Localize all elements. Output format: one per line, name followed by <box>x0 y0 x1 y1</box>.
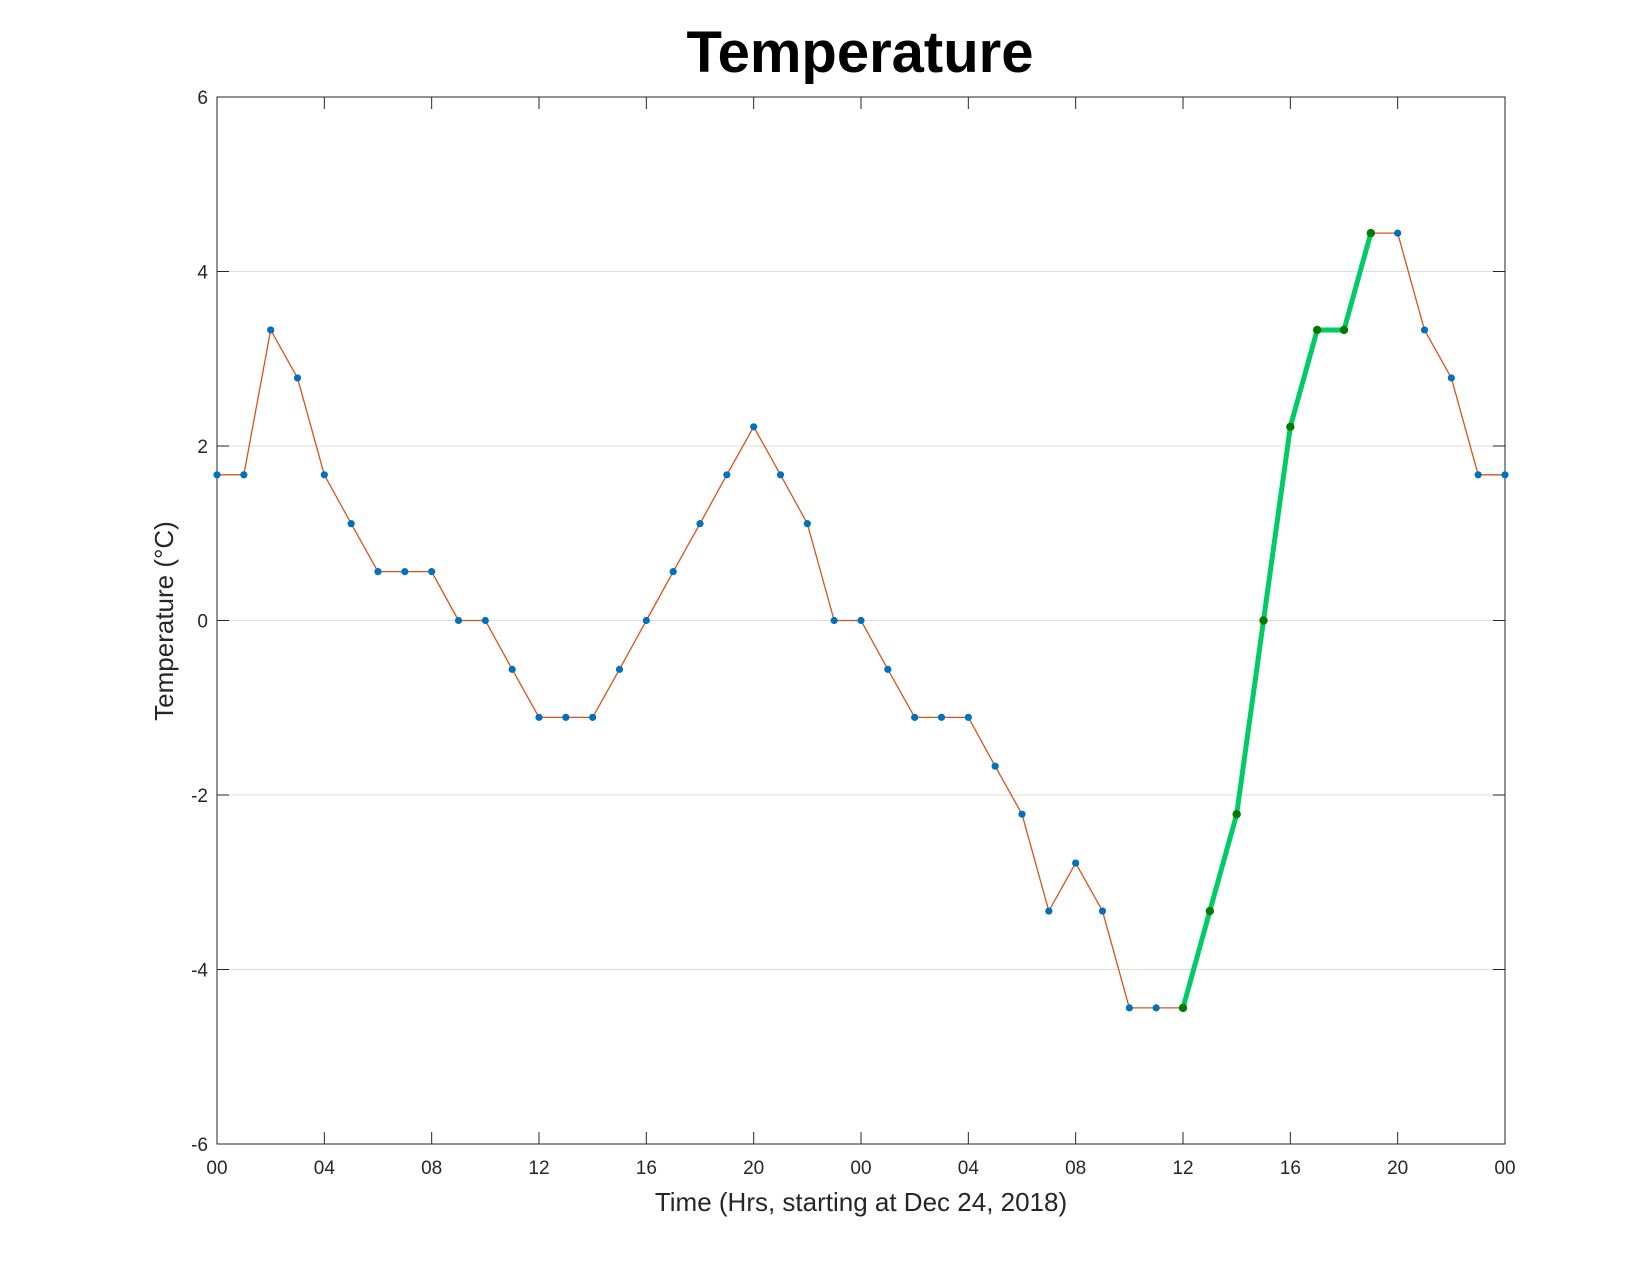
data-point <box>964 713 972 721</box>
data-point <box>562 713 570 721</box>
y-tick-label: 2 <box>197 437 208 458</box>
series-2 <box>1178 228 1376 1013</box>
data-point <box>1447 374 1455 382</box>
data-point <box>320 471 328 479</box>
data-point <box>884 665 892 673</box>
data-point <box>1232 809 1241 819</box>
data-point <box>1152 1004 1160 1012</box>
data-point <box>857 616 865 625</box>
x-tick-label: 00 <box>850 1158 871 1179</box>
y-tick-label: 6 <box>197 88 208 109</box>
data-point <box>1259 616 1268 625</box>
x-tick-label: 04 <box>314 1158 336 1179</box>
data-point <box>1394 229 1402 237</box>
x-tick-label: 20 <box>1387 1158 1408 1179</box>
data-point <box>1018 810 1026 818</box>
x-tick-label: 00 <box>206 1158 227 1179</box>
data-point <box>723 471 731 479</box>
data-point <box>991 762 999 770</box>
series-2-line <box>1180 230 1374 1011</box>
data-point <box>428 568 436 576</box>
data-point <box>454 616 463 625</box>
y-tick-label: -6 <box>191 1135 208 1156</box>
data-point <box>1098 907 1107 915</box>
data-point <box>696 520 704 528</box>
data-point <box>1045 907 1053 915</box>
x-axis-label: Time (Hrs, starting at Dec 24, 2018) <box>655 1187 1067 1217</box>
data-point <box>267 326 275 334</box>
x-tick-label: 16 <box>1280 1158 1301 1179</box>
y-tick-label: 4 <box>197 263 208 284</box>
data-point <box>481 616 489 625</box>
data-point <box>1178 1003 1188 1013</box>
data-point <box>347 520 355 528</box>
chart-title: Temperature <box>686 20 1033 85</box>
x-tick-label: 08 <box>1065 1158 1086 1179</box>
data-point <box>1420 326 1429 334</box>
plot-series <box>213 228 1509 1013</box>
data-point <box>240 471 248 479</box>
y-tick-label: -2 <box>191 786 208 807</box>
x-tick-label: 12 <box>1172 1158 1193 1179</box>
data-point <box>1312 325 1322 335</box>
data-point <box>937 713 946 721</box>
data-point <box>615 665 624 673</box>
y-tick-label: -4 <box>191 961 208 982</box>
y-axis-label: Temperature (°C) <box>149 521 179 721</box>
data-point <box>1286 422 1295 432</box>
data-point <box>669 568 677 576</box>
data-point <box>1339 325 1349 335</box>
data-point <box>1125 1004 1133 1012</box>
data-point <box>401 568 409 576</box>
data-point <box>293 374 302 382</box>
x-tick-label: 20 <box>743 1158 764 1179</box>
data-point <box>1501 471 1509 479</box>
data-point <box>213 471 221 479</box>
y-tick-label: 0 <box>197 612 208 633</box>
axis-ticks: -6 -4 -2 0 2 4 6 00 04 08 12 16 20 00 04 08 12 16 20 00 <box>191 88 1515 1179</box>
data-point <box>911 713 919 721</box>
data-point <box>642 616 650 625</box>
data-point <box>1474 471 1482 479</box>
data-point <box>750 423 758 431</box>
x-tick-label: 16 <box>636 1158 657 1179</box>
data-point <box>535 713 543 721</box>
data-point <box>803 520 811 528</box>
x-tick-label: 12 <box>528 1158 549 1179</box>
data-point <box>374 568 382 576</box>
data-point <box>1366 228 1376 238</box>
data-point <box>1072 859 1080 867</box>
x-tick-label: 00 <box>1494 1158 1515 1179</box>
data-point <box>776 471 785 479</box>
x-tick-label: 04 <box>958 1158 980 1179</box>
data-point <box>830 616 838 625</box>
x-tick-label: 08 <box>421 1158 442 1179</box>
data-point <box>508 665 516 673</box>
data-point <box>589 713 597 721</box>
data-point <box>1205 906 1215 916</box>
